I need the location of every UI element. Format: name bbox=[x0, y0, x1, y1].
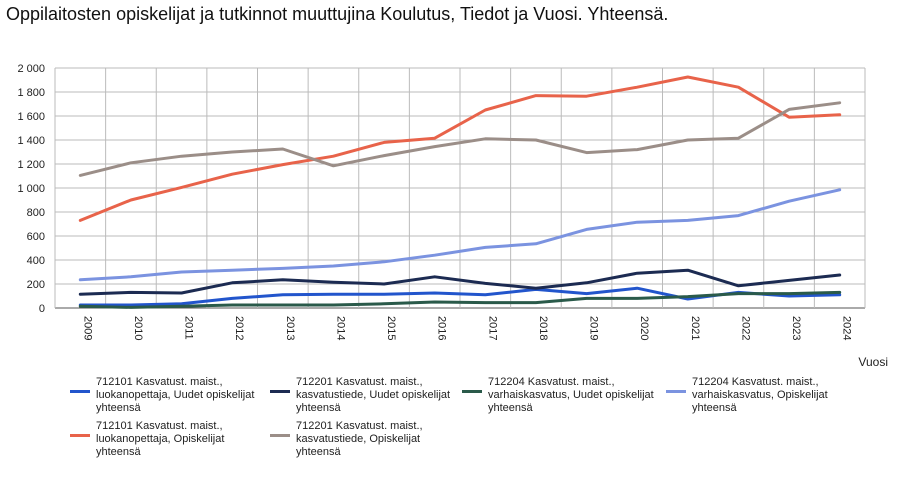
y-tick-label: 1 800 bbox=[17, 87, 45, 99]
legend-swatch bbox=[666, 390, 686, 393]
y-tick-label: 1 400 bbox=[17, 135, 45, 147]
x-axis-title: Vuosi bbox=[858, 355, 888, 369]
x-tick-label: 2018 bbox=[537, 316, 549, 340]
x-axis-tick-labels: 2009 2010 2011 2012 2013 2014 2015 2016 2017 2018… bbox=[81, 316, 852, 340]
y-tick-label: 1 600 bbox=[17, 111, 45, 123]
legend-swatch bbox=[462, 390, 482, 393]
y-axis-tick-labels: 0 200 400 600 800 1 000 1 200 1 400 1 600 1 800 2 … bbox=[17, 63, 45, 315]
x-tick-label: 2012 bbox=[233, 316, 245, 340]
x-tick-label: 2024 bbox=[841, 316, 853, 340]
grid-lines bbox=[54, 67, 866, 309]
y-tick-label: 2 000 bbox=[17, 63, 45, 75]
series-line bbox=[78, 268, 842, 296]
series-line bbox=[78, 188, 842, 282]
legend-label: 712204 Kasvatust. maist., varhaiskasvatu… bbox=[692, 376, 828, 414]
series-lines bbox=[78, 75, 842, 309]
y-tick-label: 600 bbox=[27, 231, 45, 243]
chart-title: Oppilaitosten opiskelijat ja tutkinnot m… bbox=[6, 4, 669, 24]
x-tick-label: 2014 bbox=[334, 316, 346, 340]
y-tick-label: 1 000 bbox=[17, 183, 45, 195]
series-line bbox=[78, 290, 842, 309]
x-tick-label: 2010 bbox=[132, 316, 144, 340]
x-tick-label: 2015 bbox=[385, 316, 397, 340]
x-tick-label: 2013 bbox=[284, 316, 296, 340]
y-tick-label: 1 200 bbox=[17, 159, 45, 171]
y-tick-label: 800 bbox=[27, 207, 45, 219]
x-tick-label: 2022 bbox=[739, 316, 751, 340]
x-tick-label: 2009 bbox=[81, 316, 93, 340]
x-tick-label: 2016 bbox=[436, 316, 448, 340]
legend-swatch bbox=[70, 434, 90, 437]
series-line bbox=[78, 75, 842, 222]
series-line bbox=[78, 101, 842, 177]
legend-label: 712201 Kasvatust. maist., kasvatustiede,… bbox=[296, 376, 451, 414]
x-tick-label: 2021 bbox=[689, 316, 701, 340]
x-tick-label: 2023 bbox=[790, 316, 802, 340]
legend-label: 712204 Kasvatust. maist., varhaiskasvatu… bbox=[488, 376, 654, 414]
y-tick-label: 0 bbox=[39, 303, 45, 315]
legend-label: 712101 Kasvatust. maist., luokanopettaja… bbox=[96, 420, 225, 458]
x-tick-label: 2020 bbox=[638, 316, 650, 340]
legend-label: 712101 Kasvatust. maist., luokanopettaja… bbox=[96, 376, 255, 414]
legend-swatch bbox=[270, 390, 290, 393]
x-tick-label: 2019 bbox=[588, 316, 600, 340]
legend-swatch bbox=[70, 390, 90, 393]
y-tick-label: 200 bbox=[27, 279, 45, 291]
legend-label: 712201 Kasvatust. maist., kasvatustiede,… bbox=[296, 420, 423, 458]
x-tick-label: 2017 bbox=[486, 316, 498, 340]
x-tick-label: 2011 bbox=[183, 316, 195, 340]
y-tick-label: 400 bbox=[27, 255, 45, 267]
legend-swatch bbox=[270, 434, 290, 437]
line-chart: 0 200 400 600 800 1 000 1 200 1 400 1 600 1 800 2 … bbox=[17, 63, 888, 369]
